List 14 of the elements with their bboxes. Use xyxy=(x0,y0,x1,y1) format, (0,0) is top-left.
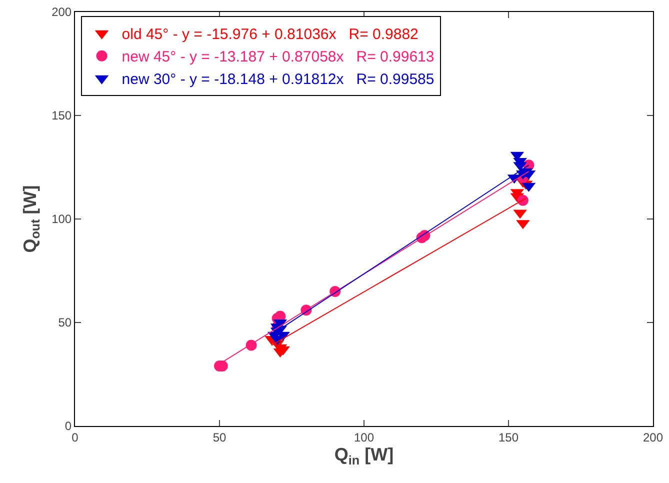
point xyxy=(517,194,528,206)
y-tick-label: 150 xyxy=(52,108,72,123)
y-tick-label: 50 xyxy=(58,316,72,330)
x-axis-title: Q$_{in}$ [W] xyxy=(334,444,394,468)
legend-label: new 45° - y = -13.187 + 0.87058x R= 0.99613 xyxy=(122,48,434,66)
x-tick-label: 200 xyxy=(642,430,664,444)
y-tick-label: 0 xyxy=(64,419,72,434)
legend-label: new 30° - y = -18.148 + 0.91812x R= 0.99585 xyxy=(122,71,434,88)
x-tick-label: 100 xyxy=(354,430,374,444)
y-tick-label: 100 xyxy=(52,212,72,226)
x-tick-label: 50 xyxy=(212,430,226,444)
y-tick-label: 200 xyxy=(52,5,72,20)
x-tick-label: 150 xyxy=(498,430,519,444)
legend-label: old 45° - y = -15.976 + 0.81036x R= 0.9882 xyxy=(122,26,418,44)
